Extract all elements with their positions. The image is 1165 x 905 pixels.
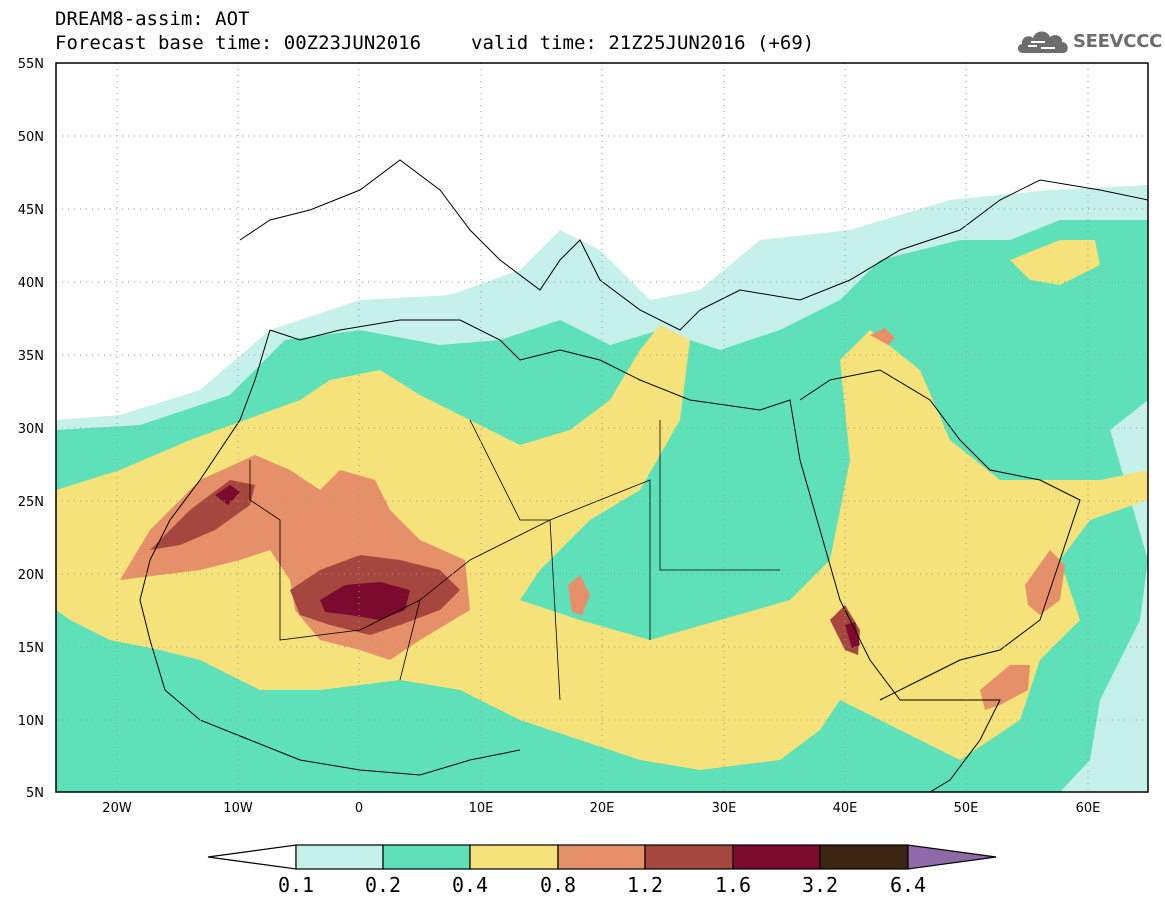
colorbar-swatch xyxy=(295,844,384,870)
colorbar: 0.1 0.2 0.4 0.8 1.2 1.6 3.2 6.4 xyxy=(207,844,997,897)
lat-tick: 20N xyxy=(18,568,44,583)
lat-tick: 40N xyxy=(18,276,44,291)
lat-tick: 25N xyxy=(18,495,44,510)
map-grid xyxy=(56,63,1148,792)
colorbar-label: 3.2 xyxy=(802,873,838,897)
aot-contour-0-8-somalia xyxy=(980,665,1030,710)
lon-tick: 10E xyxy=(469,801,494,816)
lon-tick: 30E xyxy=(712,801,737,816)
lat-axis: 55N 50N 45N 40N 35N 30N 25N 20N 15N 10N … xyxy=(18,57,44,801)
colorbar-swatch xyxy=(644,844,734,870)
colorbar-swatch xyxy=(819,844,909,870)
lon-tick: 50E xyxy=(954,801,979,816)
west-africa-coast xyxy=(139,329,521,776)
valid-time-label: valid time: 21Z25JUN2016 (+69) xyxy=(471,32,815,54)
lon-axis: 20W 10W 0 10E 20E 30E 40E 50E 60E xyxy=(102,801,1100,816)
colorbar-label: 6.4 xyxy=(890,873,926,897)
colorbar-label: 0.4 xyxy=(452,873,488,897)
cloud-icon xyxy=(1017,31,1068,53)
aot-contour-1-6 xyxy=(320,582,410,620)
lat-tick: 35N xyxy=(18,349,44,364)
colorbar-label: 1.6 xyxy=(715,873,751,897)
base-time-label: Forecast base time: 00Z23JUN2016 xyxy=(55,32,422,54)
colorbar-swatch xyxy=(732,844,821,870)
colorbar-label: 0.8 xyxy=(540,873,576,897)
arabia-coast xyxy=(799,369,1081,701)
logo-text: SEEVCCC xyxy=(1073,30,1163,52)
aot-contour-1-6-eritrea xyxy=(845,622,860,648)
colorbar-swatch xyxy=(557,844,646,870)
colorbar-label: 1.2 xyxy=(627,873,663,897)
country-borders-africa xyxy=(249,419,780,701)
lat-tick: 5N xyxy=(26,786,44,801)
colorbar-label: 0.2 xyxy=(365,873,401,897)
aot-field xyxy=(56,185,1148,792)
lon-tick: 20W xyxy=(102,801,132,816)
aot-contour-0-8-chad xyxy=(568,575,590,615)
lat-tick: 45N xyxy=(18,203,44,218)
aot-contour-0-8-oman xyxy=(1025,550,1065,615)
aot-contour-0-8-iraq xyxy=(870,328,895,345)
seevccc-logo: SEEVCCC xyxy=(1015,26,1162,56)
colorbar-swatch xyxy=(469,844,559,870)
colorbar-arrow-low xyxy=(207,844,297,870)
map-frame xyxy=(55,62,1149,793)
coastlines xyxy=(139,159,1148,792)
europe-coast xyxy=(239,159,1148,331)
lon-tick: 20E xyxy=(590,801,615,816)
aot-contour-0-4 xyxy=(56,325,1148,770)
lon-tick: 10W xyxy=(223,801,253,816)
lat-tick: 50N xyxy=(18,130,44,145)
lon-tick: 60E xyxy=(1076,801,1101,816)
colorbar-label: 0.1 xyxy=(278,873,314,897)
time-info: Forecast base time: 00Z23JUN2016 valid ti… xyxy=(55,32,814,54)
map-title: DREAM8-assim: AOT xyxy=(55,8,250,30)
lat-tick: 55N xyxy=(18,57,44,72)
lat-tick: 30N xyxy=(18,422,44,437)
lon-tick: 40E xyxy=(833,801,858,816)
aot-contour-1-6-mauritania xyxy=(215,485,240,505)
aot-contour-0-4-caspian xyxy=(1010,240,1100,285)
lon-tick: 0 xyxy=(355,801,363,816)
africa-coast xyxy=(269,319,1001,792)
colorbar-swatch xyxy=(382,844,471,870)
colorbar-arrow-high xyxy=(907,844,997,870)
lat-tick: 15N xyxy=(18,641,44,656)
lat-tick: 10N xyxy=(18,714,44,729)
